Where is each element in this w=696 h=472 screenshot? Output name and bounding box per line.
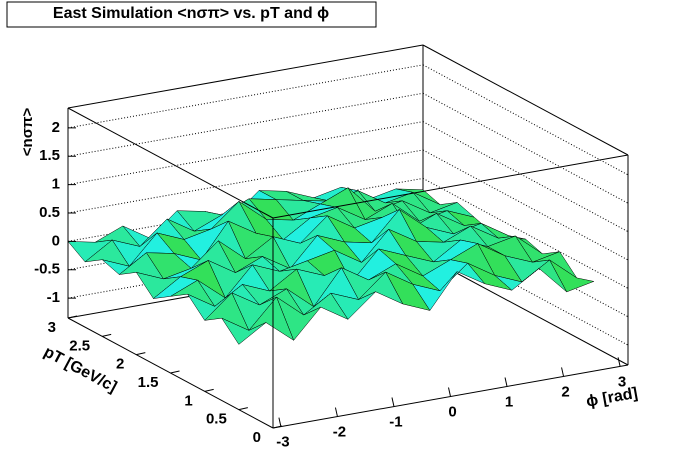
x-tick-label: 3	[618, 373, 626, 390]
x-tick-label: 2	[561, 383, 569, 400]
grid-line	[422, 92, 629, 204]
x-tick	[391, 397, 395, 407]
x-tick-label: 1	[505, 393, 513, 410]
z-tick-label: -1	[47, 289, 60, 306]
grid-line	[67, 92, 424, 157]
y-tick-label: 0	[253, 429, 261, 446]
x-tick-label: -1	[389, 414, 402, 431]
grid-line	[422, 64, 629, 176]
z-tick-label: 1.5	[39, 147, 60, 164]
z-tick-label: 0	[52, 232, 60, 249]
x-axis-label: ϕ [rad]	[585, 385, 639, 411]
y-tick-label: 1.5	[138, 374, 159, 391]
box-edge	[422, 44, 629, 156]
x-tick-label: 0	[448, 403, 456, 420]
y-tick-label: 3	[48, 319, 56, 336]
box-edge	[272, 154, 629, 219]
y-tick-label: 0.5	[206, 411, 227, 428]
y-tick-label: 1	[184, 392, 192, 409]
y-tick	[170, 370, 180, 374]
x-tick	[561, 367, 565, 377]
x-tick	[448, 387, 451, 397]
x-tick-label: -2	[333, 424, 346, 441]
y-tick-label: 2.5	[69, 337, 90, 354]
y-tick-label: 2	[116, 356, 124, 373]
y-tick	[204, 388, 214, 392]
x-tick-label: -3	[276, 434, 289, 451]
surface-cell	[221, 317, 267, 345]
z-tick-label: 0.5	[39, 204, 60, 221]
box-edge	[67, 107, 274, 219]
z-tick-label: 2	[52, 119, 60, 136]
title-box	[6, 1, 377, 28]
z-tick-label: 1	[52, 176, 60, 193]
y-tick	[136, 352, 146, 356]
z-axis-label: <nσπ>	[19, 108, 36, 157]
grid-line	[67, 64, 424, 129]
x-tick	[617, 357, 621, 367]
y-tick	[238, 407, 248, 411]
grid-line	[67, 121, 424, 186]
y-tick	[102, 333, 112, 337]
x-tick	[334, 407, 338, 417]
chart-title: East Simulation <nσπ> vs. pT and ϕ	[53, 5, 329, 22]
box-edge	[67, 44, 424, 109]
y-tick	[67, 315, 78, 319]
x-tick	[278, 417, 282, 427]
grid-line	[67, 149, 424, 214]
z-tick-label: -0.5	[34, 261, 60, 278]
x-tick	[504, 377, 508, 387]
